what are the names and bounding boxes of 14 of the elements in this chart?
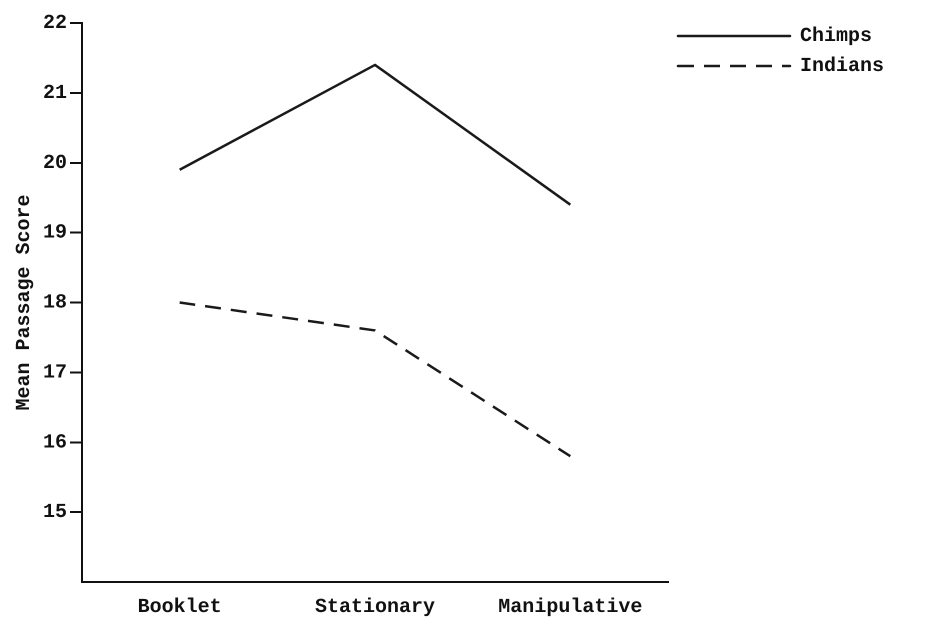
y-axis-title: Mean Passage Score <box>13 194 36 411</box>
y-tick-label: 22 <box>42 12 68 36</box>
x-tick-label: Stationary <box>314 596 436 620</box>
x-tick-label: Manipulative <box>498 596 642 620</box>
y-tick-label: 20 <box>42 152 68 175</box>
y-tick-label: 15 <box>42 501 68 524</box>
x-tick-label: Booklet <box>138 596 222 620</box>
text: Chimps <box>800 25 872 48</box>
y-tick-label: 17 <box>42 361 68 384</box>
y-tick-label: 21 <box>42 82 68 105</box>
text: Indians <box>800 55 884 78</box>
y-tick-label: 16 <box>42 431 68 454</box>
y-tick-label: 19 <box>42 222 68 245</box>
y-tick-label: 18 <box>42 292 68 315</box>
